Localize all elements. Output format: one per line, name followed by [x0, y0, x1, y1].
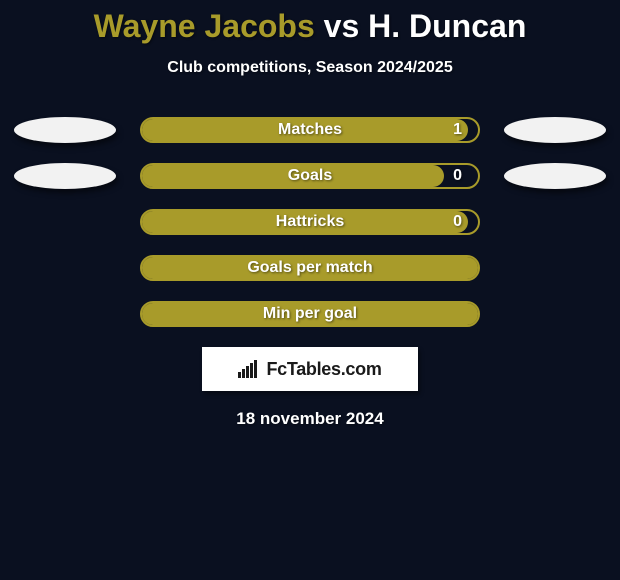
- stat-row: Min per goal: [0, 301, 620, 327]
- stat-row: Goals per match: [0, 255, 620, 281]
- comparison-title: Wayne Jacobs vs H. Duncan: [0, 0, 620, 45]
- player2-photo: [504, 163, 606, 189]
- stat-label: Goals per match: [247, 259, 372, 277]
- bar-chart-icon: [238, 360, 260, 378]
- branding-text: FcTables.com: [266, 359, 381, 380]
- subtitle: Club competitions, Season 2024/2025: [0, 59, 620, 77]
- stat-label: Matches: [278, 121, 342, 139]
- stat-value: 0: [453, 167, 462, 185]
- stat-value: 1: [453, 121, 462, 139]
- stat-bar: Goals per match: [140, 255, 480, 281]
- player2-name: H. Duncan: [368, 8, 526, 44]
- stat-value: 0: [453, 213, 462, 231]
- stat-bar: Goals 0: [140, 163, 480, 189]
- branding-badge: FcTables.com: [202, 347, 418, 391]
- stat-label: Goals: [288, 167, 332, 185]
- stat-row: Goals 0: [0, 163, 620, 189]
- vs-text: vs: [315, 8, 368, 44]
- player1-name: Wayne Jacobs: [94, 8, 315, 44]
- stat-row: Matches 1: [0, 117, 620, 143]
- player2-photo: [504, 117, 606, 143]
- stat-bar: Hattricks 0: [140, 209, 480, 235]
- stat-row: Hattricks 0: [0, 209, 620, 235]
- date-label: 18 november 2024: [0, 409, 620, 429]
- stats-container: Matches 1 Goals 0 Hattricks 0 Goals per match M…: [0, 117, 620, 327]
- player1-photo: [14, 117, 116, 143]
- stat-label: Min per goal: [263, 305, 357, 323]
- stat-bar: Matches 1: [140, 117, 480, 143]
- player1-photo: [14, 163, 116, 189]
- stat-label: Hattricks: [276, 213, 344, 231]
- stat-bar: Min per goal: [140, 301, 480, 327]
